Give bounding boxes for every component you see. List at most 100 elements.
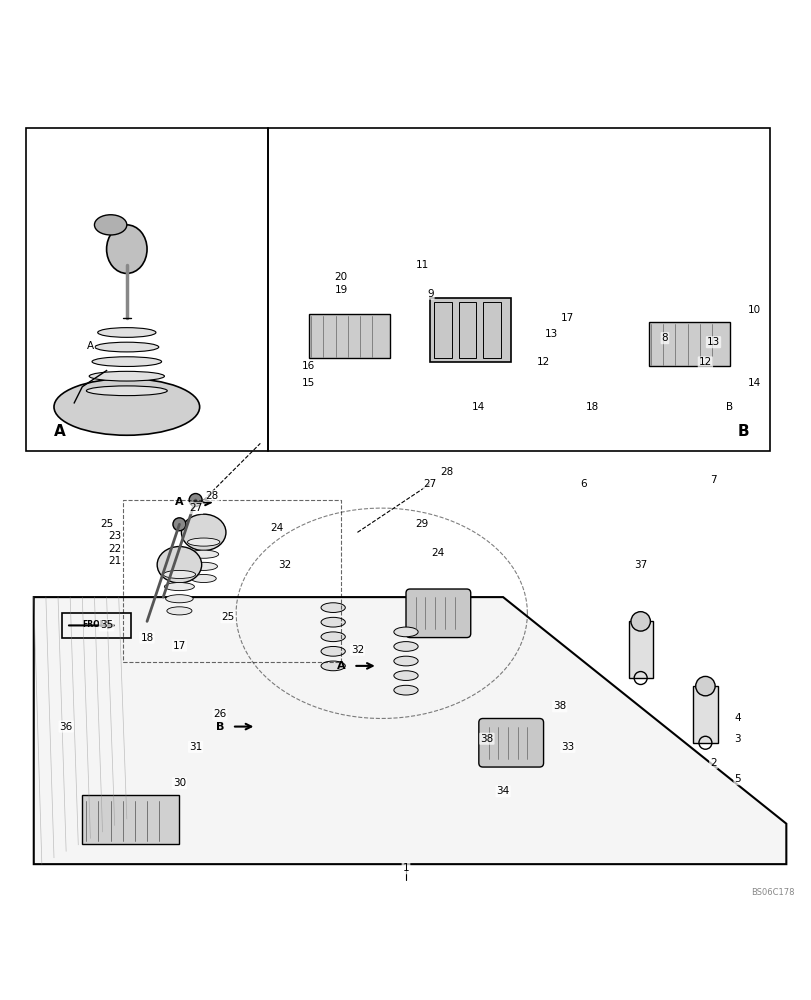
Text: 7: 7 [710,475,716,485]
Text: 30: 30 [173,778,186,788]
Circle shape [630,612,650,631]
Ellipse shape [320,646,345,656]
Text: 16: 16 [302,361,315,371]
Text: 14: 14 [472,402,485,412]
Text: 1: 1 [402,863,409,873]
Text: 9: 9 [427,289,433,299]
Text: 15: 15 [302,378,315,388]
Text: 21: 21 [108,556,121,566]
Ellipse shape [393,671,418,680]
FancyBboxPatch shape [406,589,470,638]
Text: FRONT: FRONT [82,620,111,629]
Ellipse shape [393,627,418,637]
Circle shape [189,494,202,506]
Bar [628,621,652,678]
Text: A: A [337,661,345,671]
Ellipse shape [393,656,418,666]
Text: 17: 17 [560,313,573,323]
Text: 12: 12 [698,357,711,367]
Text: 12: 12 [536,357,550,367]
Text: B: B [725,402,732,412]
Text: 19: 19 [334,285,347,295]
Ellipse shape [97,328,156,337]
Ellipse shape [92,357,161,366]
Ellipse shape [94,215,127,235]
Text: BS06C178: BS06C178 [750,888,793,897]
Text: 33: 33 [560,742,573,752]
Ellipse shape [54,379,200,435]
Circle shape [173,518,186,531]
Ellipse shape [165,595,193,603]
Ellipse shape [190,562,217,570]
Bar [648,322,729,366]
Ellipse shape [181,514,225,551]
Text: 11: 11 [415,260,428,270]
Bar [483,302,500,358]
Bar [434,302,452,358]
Text: 8: 8 [661,333,667,343]
Ellipse shape [106,225,147,273]
Text: 38: 38 [479,734,493,744]
Text: 4: 4 [734,713,740,723]
Text: 37: 37 [633,560,646,570]
Bar [693,686,717,743]
Text: 29: 29 [415,519,428,529]
Text: 3: 3 [734,734,740,744]
Ellipse shape [320,632,345,642]
Ellipse shape [86,386,167,396]
Text: 38: 38 [552,701,566,711]
Ellipse shape [163,570,195,578]
Text: 27: 27 [423,479,436,489]
Text: 28: 28 [440,467,453,477]
Bar [308,314,389,358]
Text: 17: 17 [173,641,186,651]
Text: 35: 35 [100,620,113,630]
Text: 22: 22 [108,544,121,554]
Bar [26,128,268,451]
Text: B: B [737,424,749,439]
Text: 5: 5 [734,774,740,784]
Text: 26: 26 [213,709,226,719]
Text: 6: 6 [580,479,586,489]
Text: 25: 25 [221,612,234,622]
FancyBboxPatch shape [478,718,543,767]
Text: 28: 28 [205,491,218,501]
Circle shape [695,676,714,696]
Bar [430,298,511,362]
Text: 34: 34 [496,786,509,796]
Bar [458,302,476,358]
Text: 32: 32 [277,560,291,570]
Text: 13: 13 [544,329,558,339]
Ellipse shape [167,607,191,615]
Text: 36: 36 [59,722,73,732]
Text: A: A [54,424,66,439]
Text: 24: 24 [269,523,283,533]
Ellipse shape [187,538,220,546]
Text: 13: 13 [706,337,719,347]
Ellipse shape [157,547,201,583]
Ellipse shape [320,617,345,627]
Text: 31: 31 [189,742,202,752]
Text: A: A [174,497,183,507]
Ellipse shape [393,642,418,651]
Text: 23: 23 [108,531,121,541]
Text: 27: 27 [189,503,202,513]
Polygon shape [34,597,785,864]
Text: 25: 25 [100,519,113,529]
Text: A: A [87,341,94,351]
Text: 32: 32 [350,645,363,655]
Ellipse shape [89,371,165,381]
Ellipse shape [320,661,345,671]
Text: 24: 24 [431,548,444,558]
Ellipse shape [191,574,216,583]
Ellipse shape [393,685,418,695]
Text: 14: 14 [746,378,760,388]
Bar [268,128,769,451]
Ellipse shape [320,603,345,612]
Text: 18: 18 [140,633,153,643]
Bar [82,795,179,844]
Ellipse shape [165,583,194,591]
Ellipse shape [188,550,218,558]
Text: 2: 2 [710,758,716,768]
Text: B: B [215,722,224,732]
